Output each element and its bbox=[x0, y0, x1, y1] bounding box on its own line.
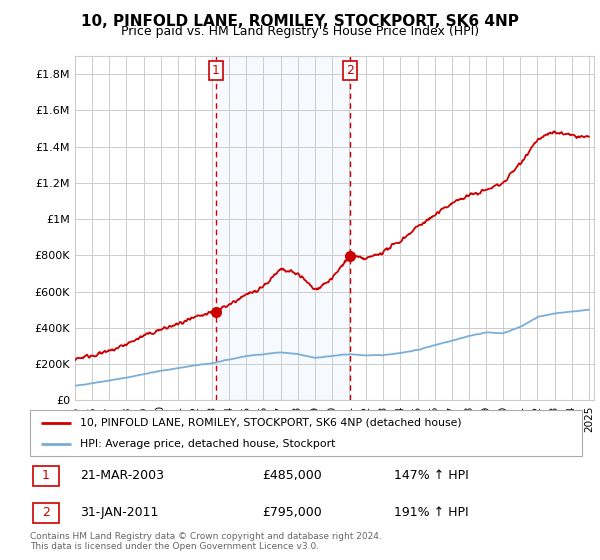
Text: HPI: Average price, detached house, Stockport: HPI: Average price, detached house, Stoc… bbox=[80, 439, 335, 449]
Text: 10, PINFOLD LANE, ROMILEY, STOCKPORT, SK6 4NP: 10, PINFOLD LANE, ROMILEY, STOCKPORT, SK… bbox=[81, 14, 519, 29]
Text: Price paid vs. HM Land Registry's House Price Index (HPI): Price paid vs. HM Land Registry's House … bbox=[121, 25, 479, 38]
Text: 1: 1 bbox=[212, 64, 220, 77]
Text: 2: 2 bbox=[42, 506, 50, 519]
FancyBboxPatch shape bbox=[30, 410, 582, 456]
Text: 10, PINFOLD LANE, ROMILEY, STOCKPORT, SK6 4NP (detached house): 10, PINFOLD LANE, ROMILEY, STOCKPORT, SK… bbox=[80, 418, 461, 428]
Text: £795,000: £795,000 bbox=[262, 506, 322, 519]
Text: 191% ↑ HPI: 191% ↑ HPI bbox=[394, 506, 469, 519]
FancyBboxPatch shape bbox=[33, 502, 59, 523]
Text: £485,000: £485,000 bbox=[262, 469, 322, 482]
Text: 21-MAR-2003: 21-MAR-2003 bbox=[80, 469, 164, 482]
Bar bbox=[216, 56, 350, 400]
Text: 31-JAN-2011: 31-JAN-2011 bbox=[80, 506, 158, 519]
FancyBboxPatch shape bbox=[33, 466, 59, 486]
Text: Contains HM Land Registry data © Crown copyright and database right 2024.
This d: Contains HM Land Registry data © Crown c… bbox=[30, 532, 382, 552]
Text: 1: 1 bbox=[42, 469, 50, 482]
Text: 2: 2 bbox=[346, 64, 355, 77]
Text: 147% ↑ HPI: 147% ↑ HPI bbox=[394, 469, 469, 482]
